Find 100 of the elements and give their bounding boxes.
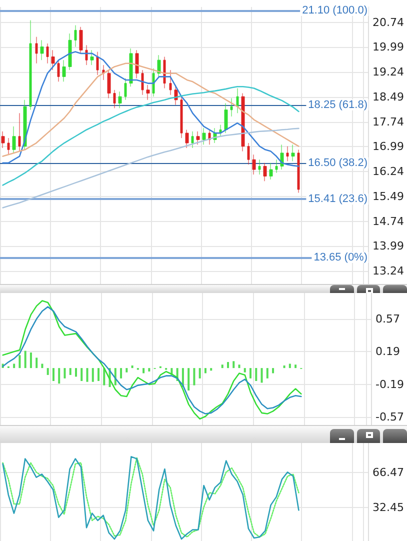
ref-line-label: 13.65 (0%) xyxy=(314,251,368,264)
candlestick xyxy=(135,50,139,79)
bar xyxy=(288,364,291,368)
candlestick xyxy=(269,162,273,180)
candlestick xyxy=(263,162,267,182)
candlestick xyxy=(12,126,16,154)
candlestick xyxy=(230,98,233,117)
bar xyxy=(204,368,206,374)
candlestick xyxy=(46,43,49,64)
bar xyxy=(238,364,240,368)
candlestick xyxy=(247,142,250,165)
bar xyxy=(131,365,134,368)
candlestick xyxy=(185,129,189,148)
candlestick xyxy=(18,112,21,152)
bar xyxy=(46,368,49,375)
bar xyxy=(142,368,145,374)
y-tick-label: 13.99 xyxy=(372,240,404,253)
candlestick xyxy=(196,131,200,145)
candlestick xyxy=(297,149,300,194)
bar xyxy=(221,364,224,368)
candlestick xyxy=(96,52,99,76)
candlestick xyxy=(152,68,155,97)
candlestick xyxy=(40,40,44,60)
candlestick xyxy=(157,54,161,77)
bar xyxy=(18,355,21,368)
candlestick xyxy=(202,128,206,145)
y-tick-label: 0.19 xyxy=(376,345,400,358)
candlestick xyxy=(118,91,122,108)
candlestick xyxy=(224,102,228,134)
bar xyxy=(52,368,54,381)
candlestick xyxy=(79,26,83,54)
bar xyxy=(255,368,258,381)
candlestick xyxy=(113,90,116,108)
bar xyxy=(13,364,16,368)
ref-line-label: 18.25 (61.8) xyxy=(308,98,368,111)
bar xyxy=(92,368,94,382)
candlestick xyxy=(74,24,77,48)
bar xyxy=(188,368,190,390)
candlestick xyxy=(146,84,150,100)
y-tick-label: -0.19 xyxy=(376,378,404,391)
bar xyxy=(244,368,246,372)
candlestick xyxy=(141,70,144,96)
line-series xyxy=(2,62,300,157)
bar xyxy=(294,364,297,368)
bar xyxy=(198,368,201,378)
bar xyxy=(103,368,106,386)
y-tick-label: 16.99 xyxy=(372,140,404,154)
candlestick xyxy=(7,138,10,155)
bar xyxy=(272,368,274,374)
bar xyxy=(210,368,212,371)
line-series xyxy=(2,128,300,208)
candlestick xyxy=(291,144,295,162)
y-tick-label: 19.24 xyxy=(372,66,404,79)
bar xyxy=(126,368,128,372)
bar xyxy=(80,368,83,381)
bar xyxy=(260,368,263,383)
bar xyxy=(69,368,72,375)
y-tick-label: 19.99 xyxy=(372,40,404,54)
candlestick xyxy=(286,146,289,162)
candlestick xyxy=(275,159,278,174)
bar xyxy=(120,368,122,378)
candlestick xyxy=(1,131,5,148)
y-tick-label: 13.24 xyxy=(372,264,404,278)
bar xyxy=(232,361,235,368)
candlestick xyxy=(241,93,245,152)
bar xyxy=(74,368,77,377)
bar xyxy=(41,364,44,368)
y-tick-label: 20.74 xyxy=(372,16,404,29)
y-tick-label: 16.24 xyxy=(372,165,404,178)
y-tick-label: 66.47 xyxy=(372,466,404,480)
bar xyxy=(148,368,150,372)
candlestick xyxy=(258,159,261,175)
candlestick xyxy=(169,70,172,96)
candlestick xyxy=(85,44,88,66)
bar xyxy=(250,368,252,378)
y-tick-label: 32.45 xyxy=(372,501,404,514)
bar xyxy=(30,352,32,368)
line-series xyxy=(2,51,300,167)
y-tick-label: 18.49 xyxy=(372,90,404,104)
candlestick xyxy=(51,50,55,70)
candlestick xyxy=(107,70,111,98)
candlestick xyxy=(68,33,72,70)
y-tick-label: 17.74 xyxy=(372,115,404,128)
ref-line-label: 16.50 (38.2) xyxy=(308,156,368,169)
ref-line-label: 21.10 (100.0) xyxy=(302,4,368,16)
candlestick xyxy=(252,154,256,175)
candlestick xyxy=(129,48,133,87)
bar xyxy=(86,368,88,382)
bar xyxy=(283,365,286,368)
bar xyxy=(266,368,268,378)
bar xyxy=(226,362,229,368)
candlestick xyxy=(57,60,60,82)
bar xyxy=(193,368,196,386)
bar xyxy=(98,368,100,381)
line-series xyxy=(2,86,300,186)
candlestick xyxy=(124,78,127,100)
candlestick xyxy=(180,96,183,138)
y-tick-label: 0.57 xyxy=(376,312,400,326)
candlestick xyxy=(62,60,66,82)
candlestick xyxy=(29,20,32,110)
